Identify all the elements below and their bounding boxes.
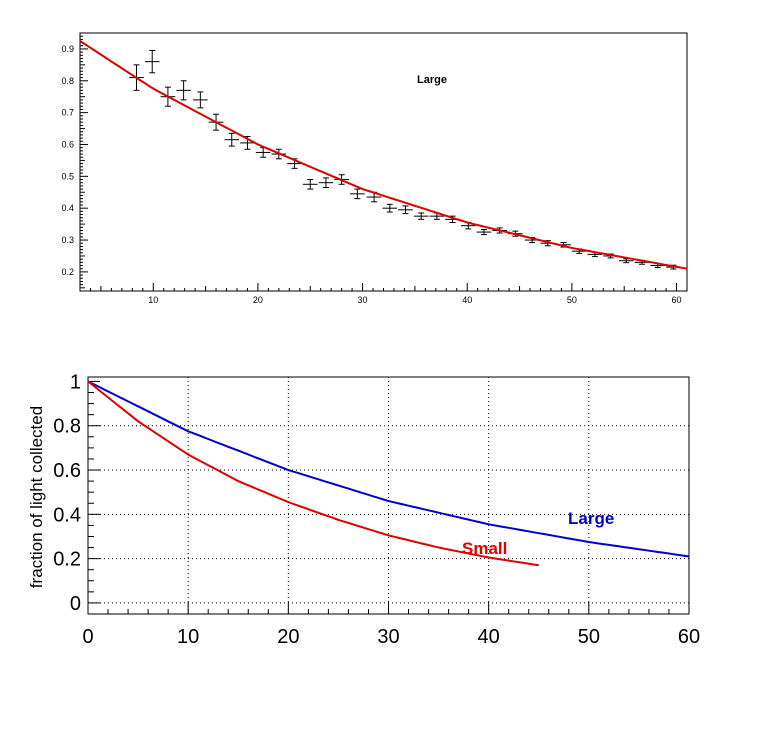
y-tick-label-bottom: 0.2: [53, 549, 81, 571]
x-tick-label-bottom: 20: [277, 626, 299, 648]
data-point: [476, 229, 492, 236]
y-tick-label-top: 0.8: [61, 76, 74, 86]
x-tick-label-bottom: 40: [478, 626, 500, 648]
data-point: [398, 205, 413, 215]
x-tick-label-bottom: 10: [177, 626, 199, 648]
chart-bottom: fraction of light collected Large Small …: [27, 371, 700, 648]
plot-frame-bottom: [87, 376, 690, 615]
y-axis-label: fraction of light collected: [27, 406, 46, 588]
x-tick-label-bottom: 50: [578, 626, 600, 648]
series-label-small: Small: [462, 539, 507, 558]
data-point: [350, 188, 365, 200]
data-point: [302, 179, 318, 190]
x-tick-label-top: 40: [462, 295, 472, 305]
chart-top-label: Large: [417, 74, 447, 86]
y-tick-label-top: 0.6: [61, 139, 74, 149]
data-point: [318, 177, 334, 188]
y-tick-label-bottom: 0: [70, 593, 81, 615]
x-tick-label-bottom: 0: [82, 626, 93, 648]
x-tick-label-top: 50: [567, 295, 577, 305]
data-point: [413, 212, 429, 220]
series-line-small: [87, 380, 539, 567]
data-point: [366, 191, 382, 203]
data-point: [193, 91, 208, 109]
y-tick-label-top: 0.4: [61, 203, 74, 213]
series-label-large: Large: [568, 509, 614, 528]
y-tick-label-top: 0.5: [61, 171, 74, 181]
y-tick-label-bottom: 0.8: [53, 416, 81, 438]
y-tick-label-bottom: 1: [70, 371, 81, 393]
series-line-large: [87, 380, 690, 558]
y-tick-label-top: 0.7: [61, 108, 74, 118]
y-tick-label-bottom: 0.4: [53, 504, 81, 526]
x-tick-label-top: 20: [253, 295, 263, 305]
x-tick-label-bottom: 30: [377, 626, 399, 648]
y-tick-label-top: 0.2: [61, 267, 74, 277]
chart-top: Large 10 20 30 40 50 60 0.2 0.3 0.4 0.5 0.6 0.7 0.8 0…: [61, 32, 688, 305]
x-tick-label-top: 30: [358, 295, 368, 305]
fit-curve: [79, 40, 688, 270]
y-tick-label-top: 0.9: [61, 44, 74, 54]
y-tick-label-top: 0.3: [61, 235, 74, 245]
data-point: [176, 80, 191, 101]
data-point: [224, 132, 240, 147]
data-point: [382, 203, 398, 213]
data-point: [144, 50, 160, 74]
x-tick-label-bottom: 60: [678, 626, 700, 648]
x-tick-label-top: 10: [148, 295, 158, 305]
y-tick-label-bottom: 0.6: [53, 460, 81, 482]
x-tick-label-top: 60: [672, 295, 682, 305]
